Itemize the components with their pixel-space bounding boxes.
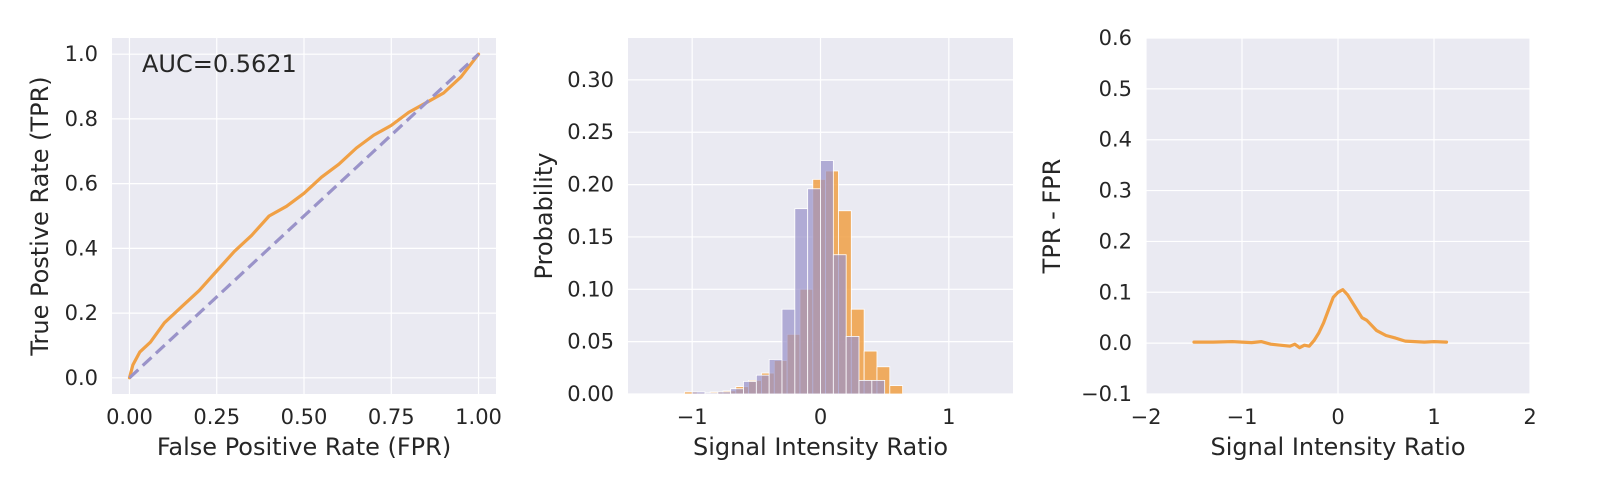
- x-axis-label: Signal Intensity Ratio: [1210, 433, 1465, 461]
- roc-panel: 0.00 0.25 0.50 0.75 1.00 0.0 0.2 0.4 0.6 0.8 1.0 Fa…: [26, 38, 502, 461]
- y-tick-label: 0.2: [1099, 229, 1132, 253]
- y-tick-label: 0.4: [65, 236, 98, 260]
- histogram-bar: [768, 359, 783, 395]
- auc-annotation: AUC=0.5621: [142, 50, 297, 78]
- histogram-bar: [743, 381, 757, 395]
- y-tick-label: 0.10: [567, 277, 614, 301]
- x-tick-label: 0.50: [281, 405, 328, 429]
- x-tick-label: 0.25: [193, 405, 240, 429]
- y-axis-label: Probability: [530, 153, 558, 280]
- y-tick-label: 0.3: [1099, 179, 1132, 203]
- data-line: [127, 52, 481, 380]
- x-tick-label: −2: [1131, 405, 1162, 429]
- histogram-bar: [845, 336, 860, 395]
- x-tick-label: 1: [942, 405, 955, 429]
- x-tick-label: 1.00: [455, 405, 502, 429]
- histogram-bar: [858, 379, 873, 395]
- histogram-bar: [755, 374, 770, 395]
- histogram-bar: [717, 391, 732, 395]
- x-axis-label: Signal Intensity Ratio: [693, 433, 948, 461]
- histogram-bar: [781, 308, 796, 395]
- x-axis-label: False Positive Rate (FPR): [157, 433, 451, 461]
- diagonal-reference-line: [128, 53, 480, 379]
- difference-panel: −2 −1 0 1 2 −0.1 0.0 0.1 0.2 0.3 0.4 0.5 0.6 Signal I…: [1038, 26, 1537, 461]
- histogram-bar: [730, 388, 744, 395]
- y-tick-label: 0.1: [1099, 280, 1132, 304]
- y-tick-label: 0.6: [65, 172, 98, 196]
- histogram-bar: [794, 208, 809, 395]
- x-tick-label: 2: [1523, 405, 1536, 429]
- y-tick-label: 0.0: [1099, 331, 1132, 355]
- y-tick-label: 0.0: [65, 366, 98, 390]
- histogram-bar: [704, 392, 719, 395]
- y-tick-label: 0.6: [1099, 26, 1132, 50]
- histogram-bar: [807, 188, 821, 395]
- y-axis-label: TPR - FPR: [1038, 159, 1066, 275]
- histogram-panel: −1 0 1 0.00 0.05 0.10 0.15 0.20 0.25 0.30 Signal I…: [530, 38, 1013, 461]
- y-tick-label: 0.5: [1099, 77, 1132, 101]
- x-tick-label: 0.75: [368, 405, 415, 429]
- y-tick-label: 0.20: [567, 173, 614, 197]
- histogram-bar: [889, 385, 904, 395]
- histogram-bar: [871, 379, 886, 395]
- x-tick-label: 0: [814, 405, 827, 429]
- y-tick-label: 1.0: [65, 42, 98, 66]
- y-tick-label: 0.2: [65, 301, 98, 325]
- y-tick-label: 0.00: [567, 382, 614, 406]
- y-tick-label: 0.4: [1099, 128, 1132, 152]
- y-tick-label: −0.1: [1081, 382, 1132, 406]
- x-tick-label: 0: [1331, 405, 1344, 429]
- y-tick-label: 0.25: [567, 120, 614, 144]
- y-tick-label: 0.15: [567, 225, 614, 249]
- y-tick-label: 0.8: [65, 107, 98, 131]
- x-tick-label: −1: [1227, 405, 1258, 429]
- data-line: [1192, 288, 1449, 350]
- y-tick-label: 0.05: [567, 330, 614, 354]
- x-tick-label: 0.00: [106, 405, 153, 429]
- x-tick-label: 1: [1427, 405, 1440, 429]
- histogram-bar: [820, 160, 834, 395]
- histogram-bar: [691, 391, 706, 395]
- y-tick-label: 0.30: [567, 68, 614, 92]
- y-axis-label: True Postive Rate (TPR): [26, 76, 54, 356]
- histogram-bar: [832, 254, 847, 395]
- x-tick-label: −1: [677, 405, 708, 429]
